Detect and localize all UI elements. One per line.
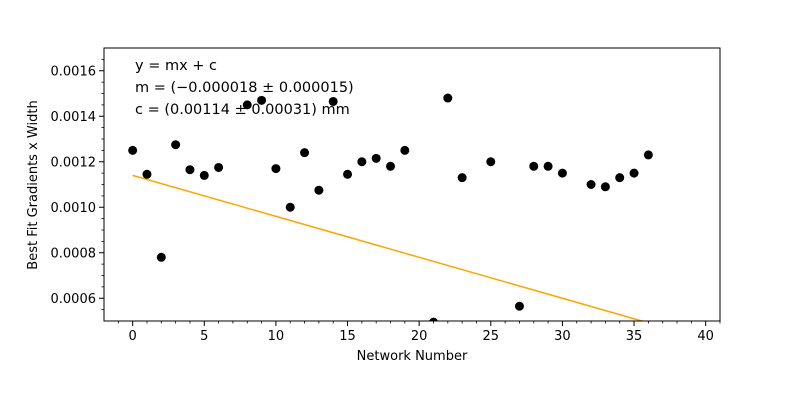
x-tick-label: 0 — [129, 329, 137, 344]
y-tick-label: 0.0008 — [51, 246, 97, 261]
x-tick-label: 10 — [268, 329, 285, 344]
data-point — [142, 169, 152, 179]
data-point — [615, 173, 625, 183]
data-point — [400, 145, 410, 155]
data-point — [443, 93, 453, 103]
data-point — [600, 182, 610, 192]
x-tick-label: 15 — [339, 329, 356, 344]
x-axis-label: Network Number — [357, 349, 468, 364]
data-point — [314, 185, 324, 195]
data-point — [285, 202, 295, 212]
data-point — [529, 161, 539, 171]
y-tick-label: 0.0010 — [51, 201, 97, 216]
data-point — [386, 161, 396, 171]
data-point — [128, 145, 138, 155]
data-point — [514, 301, 524, 311]
y-tick-label: 0.0006 — [51, 292, 97, 307]
data-point — [242, 100, 252, 110]
y-axis-label: Best Fit Gradients x Width — [26, 100, 41, 269]
fit-intercept-annotation: c = (0.00114 ± 0.00031) mm — [135, 102, 350, 118]
data-point — [486, 157, 496, 167]
data-point — [643, 150, 653, 160]
data-point — [185, 165, 195, 175]
data-point — [429, 317, 438, 321]
x-tick-label: 20 — [411, 329, 428, 344]
fit-equation-annotation: y = mx + c — [135, 58, 217, 74]
data-point — [214, 162, 224, 172]
data-point — [171, 140, 181, 150]
data-point — [199, 170, 209, 180]
data-point — [271, 164, 281, 174]
data-point — [257, 95, 267, 105]
data-point — [357, 157, 367, 167]
y-tick-label: 0.0016 — [51, 64, 97, 79]
y-tick-label: 0.0014 — [51, 110, 97, 125]
data-point — [300, 148, 310, 158]
x-tick-label: 25 — [483, 329, 500, 344]
data-point — [457, 173, 467, 183]
data-point — [343, 169, 353, 179]
data-point — [543, 161, 553, 171]
data-point — [586, 180, 596, 189]
fit-slope-annotation: m = (−0.000018 ± 0.000015) — [135, 80, 354, 96]
data-point — [156, 252, 166, 262]
x-tick-label: 5 — [200, 329, 208, 344]
x-tick-label: 30 — [554, 329, 571, 344]
x-tick-label: 35 — [626, 329, 643, 344]
x-tick-label: 40 — [697, 329, 714, 344]
data-point — [371, 153, 381, 163]
data-point — [557, 168, 567, 178]
y-tick-label: 0.0012 — [51, 155, 97, 170]
fit-line — [132, 174, 645, 321]
data-point — [629, 168, 639, 178]
data-point — [328, 96, 338, 106]
